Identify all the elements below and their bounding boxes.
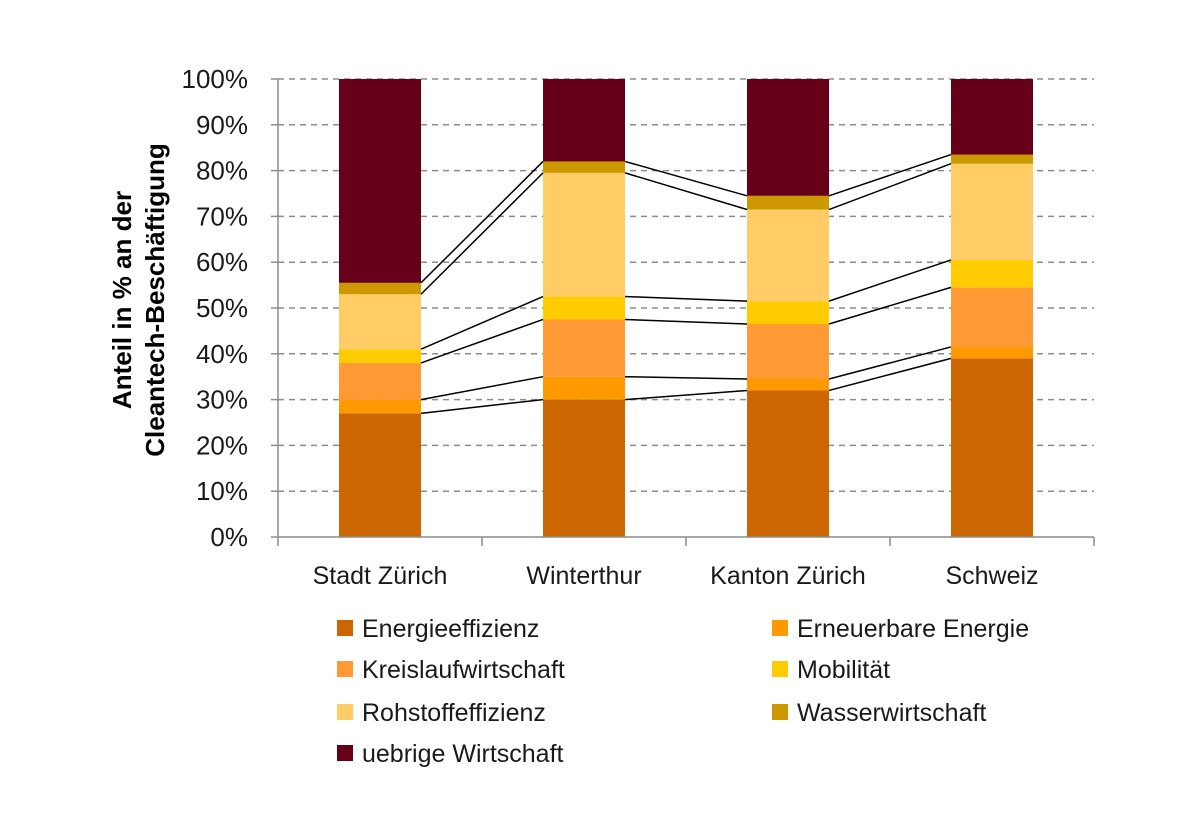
series-line xyxy=(420,160,544,284)
bar-segment xyxy=(339,362,421,400)
bar-segment xyxy=(951,259,1033,288)
y-tick-label: 10% xyxy=(196,476,248,506)
legend-label: Rohstoffeffizienz xyxy=(362,699,546,727)
bar-segment xyxy=(747,195,829,210)
series-line xyxy=(624,389,748,401)
bar-segment xyxy=(747,390,829,537)
legend-label: Erneuerbare Energie xyxy=(797,615,1029,643)
legend-swatch xyxy=(337,620,353,636)
series-line xyxy=(420,295,544,350)
bar-segment xyxy=(951,163,1033,260)
legend-swatch xyxy=(772,620,788,636)
bar-segment xyxy=(543,172,625,297)
x-category-labels: Stadt Zürich Winterthur Kanton Zürich Schwe… xyxy=(313,562,1039,590)
y-axis-label: Anteil in % an der Cleantech-Beschäftigun… xyxy=(107,143,170,457)
bar-segment xyxy=(951,346,1033,359)
y-tick-label: 70% xyxy=(196,201,248,231)
y-tick-label: 0% xyxy=(210,522,248,552)
bar-segment xyxy=(747,301,829,325)
legend-label: uebrige Wirtschaft xyxy=(362,740,564,768)
y-tick-label: 80% xyxy=(196,156,248,186)
bar-segment xyxy=(951,358,1033,537)
x-category-label: Kanton Zürich xyxy=(710,562,866,590)
bar-segment xyxy=(339,294,421,350)
bars xyxy=(339,79,1033,537)
series-line xyxy=(828,163,952,211)
series-line xyxy=(828,286,952,325)
legend-label: Kreislaufwirtschaft xyxy=(362,656,565,684)
series-line xyxy=(624,318,748,325)
legend-label: Wasserwirtschaft xyxy=(797,699,986,727)
legend-label: Mobilität xyxy=(797,656,890,684)
series-lines xyxy=(420,153,952,415)
series-line xyxy=(828,259,952,302)
bar-segment xyxy=(543,399,625,537)
legend-swatch xyxy=(337,745,353,761)
legend-swatch xyxy=(772,704,788,720)
bar-segment xyxy=(747,378,829,391)
y-tick-label: 30% xyxy=(196,385,248,415)
axes xyxy=(271,78,1095,546)
y-tick-label: 90% xyxy=(196,110,248,140)
series-line xyxy=(420,375,544,401)
series-line xyxy=(828,346,952,380)
legend-label: Energieeffizienz xyxy=(362,615,539,643)
series-line xyxy=(420,398,544,415)
bar-segment xyxy=(339,413,421,537)
series-line xyxy=(828,357,952,392)
x-category-label: Winterthur xyxy=(526,562,641,590)
bar-segment xyxy=(339,79,421,283)
y-tick-label: 60% xyxy=(196,247,248,277)
legend-swatch xyxy=(337,704,353,720)
bar-segment xyxy=(747,79,829,196)
bar-segment xyxy=(543,161,625,173)
bar-segment xyxy=(543,79,625,162)
bar-segment xyxy=(543,296,625,320)
bar-segment xyxy=(543,376,625,400)
y-tick-label: 40% xyxy=(196,339,248,369)
y-tick-label: 100% xyxy=(182,64,249,94)
legend-swatch xyxy=(337,661,353,677)
bar-segment xyxy=(543,319,625,377)
bar-segment xyxy=(951,154,1033,164)
y-axis-label-line: Anteil in % an der xyxy=(107,191,137,409)
bar-segment xyxy=(339,349,421,363)
series-line xyxy=(624,295,748,302)
x-category-label: Stadt Zürich xyxy=(313,562,448,590)
series-line xyxy=(828,153,952,197)
series-line xyxy=(624,375,748,380)
series-line xyxy=(420,318,544,364)
series-line xyxy=(624,172,748,211)
legend: Energieeffizienz Erneuerbare Energie Kreis… xyxy=(337,615,1029,768)
y-tick-label: 20% xyxy=(196,430,248,460)
series-line xyxy=(420,172,544,295)
bar-segment xyxy=(951,287,1033,347)
x-category-label: Schweiz xyxy=(945,562,1038,590)
y-axis-label-line: Cleantech-Beschäftigung xyxy=(140,143,170,457)
series-line xyxy=(624,160,748,197)
bar-segment xyxy=(747,209,829,302)
legend-swatch xyxy=(772,661,788,677)
bar-segment xyxy=(339,282,421,295)
bar-segment xyxy=(747,324,829,379)
y-tick-label: 50% xyxy=(196,293,248,323)
y-tick-labels: 0% 10% 20% 30% 40% 50% 60% 70% 80% 90% 100% xyxy=(182,64,249,552)
bar-segment xyxy=(951,79,1033,155)
bar-segment xyxy=(339,399,421,414)
